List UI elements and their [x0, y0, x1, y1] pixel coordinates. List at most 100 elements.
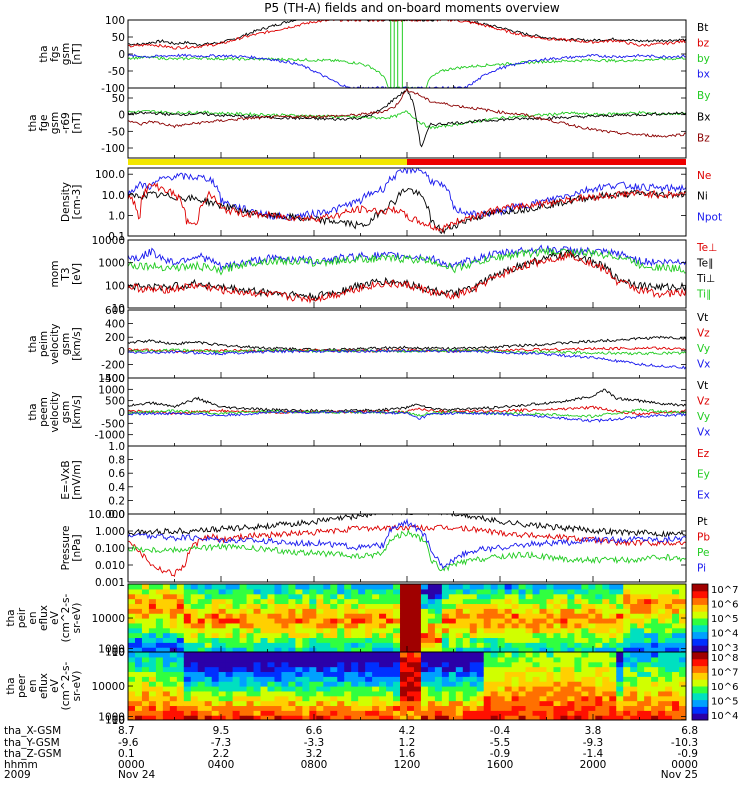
spectrogram-cell — [420, 686, 429, 692]
spectrogram-cell — [344, 632, 352, 639]
spectrogram-cell — [162, 700, 171, 707]
spectrogram-cell — [651, 676, 659, 682]
spectrogram-cell — [434, 642, 443, 648]
spectrogram-cell — [169, 642, 178, 648]
spectrogram-cell — [504, 627, 513, 634]
spectrogram-cell — [595, 588, 603, 595]
spectrogram-cell — [581, 676, 589, 682]
spectrogram-cell — [204, 637, 213, 643]
spectrogram-cell — [511, 593, 520, 600]
spectrogram-cell — [560, 637, 569, 643]
ephemeris-value: Nov 25 — [661, 769, 698, 781]
spectrogram-cell — [197, 652, 206, 658]
spectrogram-cell — [448, 642, 457, 648]
spectrogram-cell — [651, 700, 659, 707]
series-line — [128, 250, 686, 304]
spectrogram-cell — [197, 705, 206, 711]
spectrogram-cell — [637, 681, 645, 687]
spectrogram-cell — [141, 671, 150, 677]
y-tick-label: 0.0 — [108, 509, 125, 521]
spectrogram-cell — [372, 598, 380, 605]
spectrogram-cell — [623, 637, 631, 643]
spectrogram-cell — [281, 622, 290, 629]
spectrogram-cell — [344, 603, 352, 609]
spectrogram-cell — [225, 666, 234, 673]
spectrogram-cell — [288, 632, 296, 639]
spectrogram-cell — [323, 603, 331, 609]
spectrogram-cell — [365, 681, 373, 687]
spectrogram-cell — [644, 593, 652, 600]
spectrogram-cell — [267, 618, 276, 624]
spectrogram-cell — [630, 588, 638, 595]
spectrogram-cell — [455, 627, 464, 634]
spectrogram-cell — [141, 584, 150, 590]
colorbar-label: 10^5 — [711, 697, 738, 708]
ephemeris-value: -0.9 — [490, 748, 511, 760]
panel-mode_bar — [128, 159, 686, 165]
spectrogram-cell — [574, 584, 582, 590]
spectrogram-cell — [420, 618, 429, 624]
spectrogram-cell — [379, 637, 387, 643]
spectrogram-cell — [302, 622, 310, 629]
spectrogram-cell — [560, 671, 569, 677]
spectrogram-cell — [351, 681, 359, 687]
spectrogram-cell — [427, 608, 436, 614]
y-axis-label-line: eflux — [38, 605, 50, 631]
spectrogram-cell — [218, 705, 227, 711]
spectrogram-cell — [623, 710, 631, 716]
spectrogram-cell — [574, 588, 582, 595]
legend-label: Ey — [697, 469, 710, 481]
spectrogram-cell — [197, 588, 206, 595]
spectrogram-cell — [169, 652, 178, 658]
spectrogram-cell — [316, 686, 324, 692]
spectrogram-cell — [490, 637, 499, 643]
spectrogram-cell — [525, 690, 534, 697]
spectrogram-cell — [155, 593, 164, 600]
spectrogram-cell — [455, 618, 464, 624]
spectrogram-cell — [281, 613, 290, 619]
spectrogram-cell — [162, 676, 171, 682]
spectrogram-cell — [658, 652, 666, 658]
panel-frame — [127, 513, 687, 583]
legend-label: by — [697, 53, 710, 65]
spectrogram-cell — [239, 666, 248, 673]
spectrogram-cell — [267, 671, 276, 677]
spectrogram-cell — [581, 710, 589, 716]
spectrogram-cell — [413, 622, 422, 629]
spectrogram-cell — [420, 632, 429, 639]
spectrogram-cell — [504, 686, 513, 692]
spectrogram-cell — [309, 690, 317, 697]
spectrogram-cell — [427, 700, 436, 707]
spectrogram-cell — [274, 613, 283, 619]
spectrogram-cell — [190, 700, 199, 707]
spectrogram-cell — [400, 603, 408, 609]
legend-label: Vz — [697, 328, 710, 340]
spectrogram-cell — [260, 700, 269, 707]
spectrogram-cell — [595, 608, 603, 614]
spectrogram-cell — [476, 661, 485, 668]
spectrogram-cell — [218, 622, 227, 629]
spectrogram-cell — [225, 647, 234, 652]
y-axis-label-line: gsm — [60, 43, 72, 65]
spectrogram-cell — [239, 603, 248, 609]
spectrogram-cell — [609, 671, 617, 677]
spectrogram-cell — [490, 700, 499, 707]
spectrogram-cell — [386, 656, 394, 663]
spectrogram-cell — [434, 637, 443, 643]
spectrogram-cell — [134, 598, 143, 605]
spectrogram-cell — [469, 700, 478, 707]
y-axis-label-line: tha — [5, 677, 17, 694]
spectrogram-cell — [602, 598, 610, 605]
series-line — [128, 518, 686, 570]
spectrogram-cell — [225, 622, 234, 629]
spectrogram-cell — [658, 710, 666, 716]
spectrogram-cell — [148, 647, 157, 652]
y-tick-label: 600 — [105, 305, 125, 317]
spectrogram-cell — [462, 666, 471, 673]
spectrogram-cell — [211, 705, 220, 711]
spectrogram-cell — [379, 603, 387, 609]
spectrogram-cell — [672, 608, 680, 614]
spectrogram-cell — [518, 700, 527, 707]
spectrogram-cell — [427, 661, 436, 668]
spectrogram-cell — [441, 661, 450, 668]
